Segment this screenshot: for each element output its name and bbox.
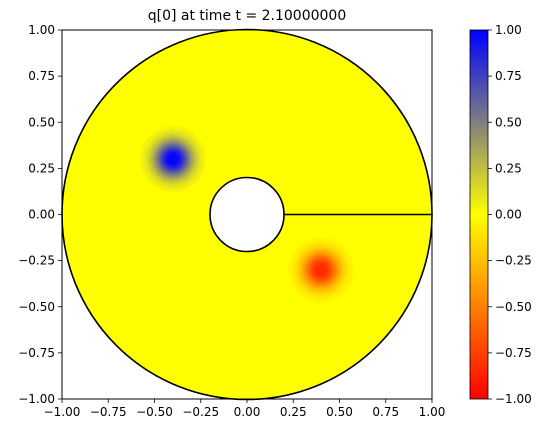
- colorbar-tick-label: 1.00: [495, 23, 522, 37]
- y-tick-label: −0.25: [18, 254, 55, 268]
- inner-boundary: [209, 176, 285, 253]
- colorbar-gradient: [469, 29, 489, 400]
- colorbar: 1.00 0.75 0.50 0.25 0.00 −0.25 −0.50 −0.75 −1.00: [469, 23, 532, 406]
- y-tick-label: −0.50: [18, 300, 55, 314]
- x-tick-label: 0.25: [280, 405, 307, 419]
- x-tick-label: −1.00: [44, 405, 81, 419]
- blob-positive: [139, 126, 207, 193]
- x-tick-label: 1.00: [419, 405, 446, 419]
- y-tick-label: −0.75: [18, 346, 55, 360]
- plot-area: [61, 28, 433, 401]
- x-tick-label: 0.50: [326, 405, 353, 419]
- x-tick-label: −0.50: [136, 405, 173, 419]
- x-axis: −1.00 −0.75 −0.50 −0.25 0.00 0.25 0.50 0.75 1.00: [44, 399, 446, 419]
- x-tick-label: −0.25: [182, 405, 219, 419]
- colorbar-tick-label: −0.25: [495, 254, 532, 268]
- colorbar-tick-label: −0.50: [495, 300, 532, 314]
- colorbar-tick-label: 0.50: [495, 115, 522, 129]
- y-tick-label: 1.00: [28, 23, 55, 37]
- x-tick-label: 0.75: [372, 405, 399, 419]
- y-tick-label: 0.50: [28, 115, 55, 129]
- colorbar-tick-label: −0.75: [495, 346, 532, 360]
- colorbar-tick-label: 0.75: [495, 69, 522, 83]
- colorbar-ticks: 1.00 0.75 0.50 0.25 0.00 −0.25 −0.50 −0.75 −1.00: [488, 23, 532, 406]
- blob-level: [315, 264, 327, 276]
- y-axis: 1.00 0.75 0.50 0.25 0.00 −0.25 −0.50 −0.75 −1.00: [18, 23, 62, 406]
- colorbar-tick-label: 0.00: [495, 208, 522, 222]
- y-tick-label: −1.00: [18, 392, 55, 406]
- y-tick-label: 0.75: [28, 69, 55, 83]
- y-tick-label: 0.25: [28, 161, 55, 175]
- x-tick-label: −0.75: [90, 405, 127, 419]
- x-tick-label: 0.00: [234, 405, 261, 419]
- colorbar-tick-label: 0.25: [495, 161, 522, 175]
- y-tick-label: 0.00: [28, 208, 55, 222]
- blob-level: [167, 153, 179, 165]
- chart-title: q[0] at time t = 2.10000000: [148, 8, 347, 24]
- colorbar-tick-label: −1.00: [495, 392, 532, 406]
- blob-negative: [287, 236, 355, 303]
